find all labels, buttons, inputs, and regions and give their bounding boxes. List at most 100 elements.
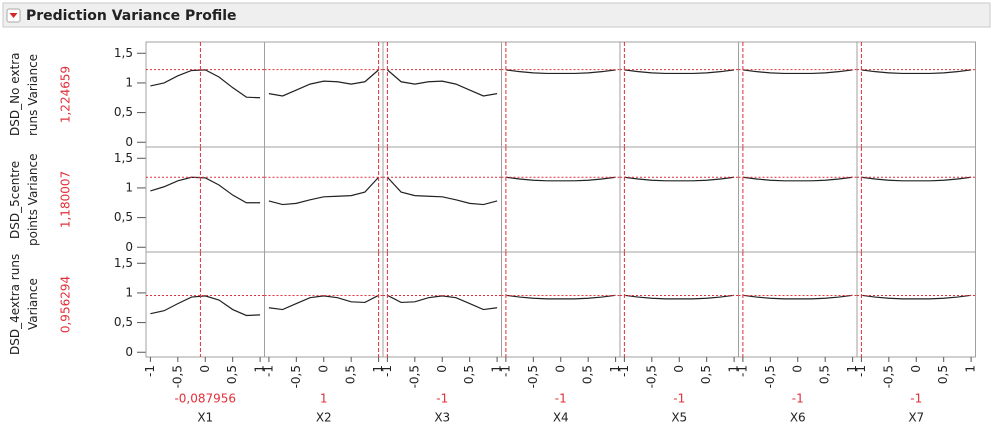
x-tick-label: -0,5 xyxy=(526,365,540,388)
header-bar xyxy=(2,2,991,28)
panel xyxy=(619,146,739,253)
panel xyxy=(145,41,265,148)
x-tick-label: -1 xyxy=(261,365,275,377)
x-tick-label: 0 xyxy=(316,365,330,373)
x-tick-label: 1 xyxy=(845,365,859,373)
x-tick-label: -0,5 xyxy=(881,365,895,388)
variance-curve xyxy=(150,176,261,204)
panel xyxy=(856,251,976,358)
variance-curve xyxy=(861,69,972,75)
x-tick-label: 0 xyxy=(198,365,212,373)
x-tick-label: -1 xyxy=(498,365,512,377)
panel xyxy=(264,41,384,148)
variance-curve xyxy=(150,295,261,317)
panel xyxy=(501,146,621,253)
factor-name: X4 xyxy=(553,411,569,425)
x-tick-label: 0,5 xyxy=(936,365,950,384)
variance-curve xyxy=(861,176,972,182)
x-tick-label: -0,5 xyxy=(763,365,777,388)
y-tick-label: 1,5 xyxy=(114,256,133,270)
response-current: 1,180007 xyxy=(59,171,73,228)
variance-curve xyxy=(268,69,380,97)
x-tick-label: 0 xyxy=(672,365,686,373)
y-tick-label: 1,5 xyxy=(114,46,133,60)
response-name: DSD_4extra runs Variance xyxy=(8,253,40,356)
factor-current: -1 xyxy=(436,392,448,406)
response-current: 0,956294 xyxy=(59,276,73,333)
variance-curve xyxy=(861,294,972,300)
variance-curve xyxy=(624,69,735,75)
chart-title: Prediction Variance Profile xyxy=(26,8,237,24)
panel xyxy=(382,41,502,148)
x-tick-label: 0,5 xyxy=(699,365,713,384)
panel xyxy=(382,251,502,358)
variance-curve xyxy=(505,69,616,75)
variance-curve xyxy=(742,69,853,75)
panel xyxy=(738,146,858,253)
factor-name: X5 xyxy=(671,411,687,425)
x-tick-label: 1 xyxy=(253,365,267,373)
panel xyxy=(856,41,976,148)
y-tick-label: 1 xyxy=(125,285,133,299)
panel xyxy=(501,251,621,358)
y-tick-label: 0,5 xyxy=(114,315,133,329)
factor-name: X7 xyxy=(908,411,924,425)
panel xyxy=(264,146,384,253)
panel xyxy=(619,41,739,148)
x-tick-label: 0,5 xyxy=(225,365,239,384)
panel xyxy=(738,251,858,358)
y-tick-label: 0,5 xyxy=(114,210,133,224)
y-tick-label: 0,5 xyxy=(114,105,133,119)
x-tick-label: -1 xyxy=(380,365,394,377)
x-tick-label: 0 xyxy=(435,365,449,373)
y-tick-label: 1 xyxy=(125,180,133,194)
variance-curve xyxy=(268,294,379,311)
variance-curve xyxy=(386,69,498,97)
factor-name: X3 xyxy=(434,411,450,425)
x-tick-label: -1 xyxy=(854,365,868,377)
menu-triangle[interactable] xyxy=(9,13,18,18)
variance-curve xyxy=(505,176,616,182)
variance-curve xyxy=(742,176,853,182)
panel xyxy=(619,251,739,358)
variance-curve xyxy=(150,69,261,99)
factor-name: X1 xyxy=(197,411,213,425)
panel xyxy=(501,41,621,148)
x-tick-label: -1 xyxy=(735,365,749,377)
x-tick-label: -1 xyxy=(143,365,157,377)
x-tick-label: 1 xyxy=(490,365,504,373)
x-tick-label: -0,5 xyxy=(644,365,658,388)
factor-current: -1 xyxy=(673,392,685,406)
x-tick-label: 1 xyxy=(371,365,385,373)
x-tick-label: 0,5 xyxy=(818,365,832,384)
x-tick-label: 0,5 xyxy=(344,365,358,384)
x-tick-label: -0,5 xyxy=(170,365,184,388)
x-tick-label: 0,5 xyxy=(462,365,476,384)
x-tick-label: -1 xyxy=(617,365,631,377)
panel xyxy=(856,146,976,253)
panel xyxy=(264,251,384,358)
x-tick-label: 1 xyxy=(727,365,741,373)
factor-current: -1 xyxy=(555,392,567,406)
x-tick-label: 1 xyxy=(608,365,622,373)
factor-name: X6 xyxy=(790,411,806,425)
variance-curve xyxy=(624,176,735,182)
y-tick-label: 0 xyxy=(125,135,133,149)
variance-curve xyxy=(624,294,735,300)
x-tick-label: 0 xyxy=(553,365,567,373)
response-name: DSD_5centre points Variance xyxy=(8,153,40,246)
variance-curve xyxy=(742,294,853,300)
y-tick-label: 0 xyxy=(125,345,133,359)
response-name: DSD_No extra runs Variance xyxy=(8,52,40,137)
factor-current: -1 xyxy=(792,392,804,406)
y-tick-label: 0 xyxy=(125,240,133,254)
x-tick-label: -0,5 xyxy=(289,365,303,388)
x-tick-label: 0,5 xyxy=(581,365,595,384)
factor-current: 1 xyxy=(320,392,328,406)
variance-curve xyxy=(268,176,380,206)
x-tick-label: 1 xyxy=(964,365,978,373)
x-tick-label: 0 xyxy=(909,365,923,373)
x-tick-label: -0,5 xyxy=(407,365,421,388)
